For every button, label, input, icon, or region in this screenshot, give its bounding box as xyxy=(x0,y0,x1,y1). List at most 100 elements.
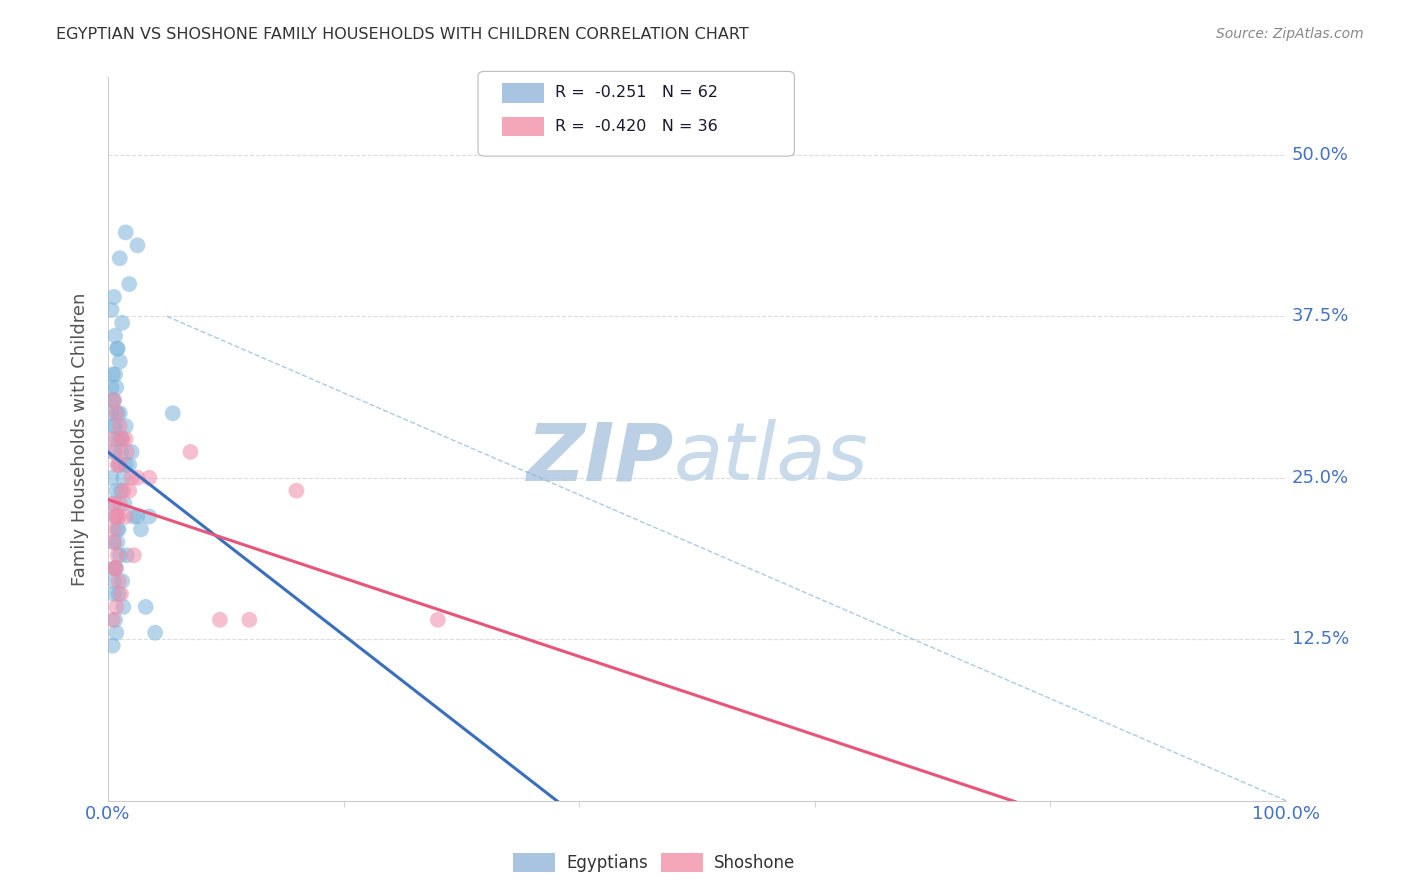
Point xyxy=(118,277,141,291)
Point xyxy=(103,393,125,408)
Point xyxy=(101,419,124,434)
Point xyxy=(103,574,125,588)
Point xyxy=(138,509,160,524)
Point xyxy=(108,497,131,511)
Text: ZIP: ZIP xyxy=(526,419,673,498)
Point xyxy=(107,574,129,588)
Point xyxy=(107,406,129,420)
Point xyxy=(122,548,145,562)
Point xyxy=(115,548,138,562)
Point xyxy=(107,342,129,356)
Point xyxy=(103,523,125,537)
Point xyxy=(114,419,136,434)
Point xyxy=(138,471,160,485)
Text: Source: ZipAtlas.com: Source: ZipAtlas.com xyxy=(1216,27,1364,41)
Point xyxy=(101,445,124,459)
Point xyxy=(118,483,141,498)
Point xyxy=(107,509,129,524)
Point xyxy=(100,302,122,317)
Point xyxy=(101,432,124,446)
Point xyxy=(112,471,135,485)
Point xyxy=(108,252,131,266)
Point xyxy=(101,393,124,408)
Point xyxy=(112,599,135,614)
Point xyxy=(105,380,128,394)
Text: 12.5%: 12.5% xyxy=(1292,630,1350,648)
Point xyxy=(104,368,127,382)
Point xyxy=(101,497,124,511)
Point xyxy=(105,561,128,575)
Point xyxy=(108,354,131,368)
Point xyxy=(105,625,128,640)
Point xyxy=(103,290,125,304)
Point xyxy=(104,561,127,575)
Point xyxy=(103,535,125,549)
Point xyxy=(107,458,129,472)
Point xyxy=(104,419,127,434)
Text: 25.0%: 25.0% xyxy=(1292,469,1348,487)
Point xyxy=(105,483,128,498)
Text: Egyptians: Egyptians xyxy=(567,855,648,872)
Text: Shoshone: Shoshone xyxy=(714,855,796,872)
Text: 37.5%: 37.5% xyxy=(1292,308,1350,326)
Point xyxy=(238,613,260,627)
Point xyxy=(135,599,157,614)
Point xyxy=(107,523,129,537)
Point xyxy=(101,613,124,627)
Point xyxy=(107,509,129,524)
Point xyxy=(101,639,124,653)
Y-axis label: Family Households with Children: Family Households with Children xyxy=(72,293,89,586)
Point xyxy=(110,483,132,498)
Text: 50.0%: 50.0% xyxy=(1292,146,1348,164)
Point xyxy=(103,587,125,601)
Point xyxy=(162,406,184,420)
Point xyxy=(107,587,129,601)
Point xyxy=(179,445,201,459)
Point xyxy=(127,471,149,485)
Point xyxy=(114,432,136,446)
Point xyxy=(104,509,127,524)
Point xyxy=(121,445,143,459)
Point xyxy=(104,445,127,459)
Point xyxy=(114,509,136,524)
Point xyxy=(103,535,125,549)
Point xyxy=(112,483,135,498)
Point xyxy=(108,548,131,562)
Point xyxy=(122,509,145,524)
Point xyxy=(108,419,131,434)
Text: atlas: atlas xyxy=(673,419,868,498)
Point xyxy=(208,613,231,627)
Point xyxy=(108,432,131,446)
Point xyxy=(110,445,132,459)
Point xyxy=(107,548,129,562)
Point xyxy=(104,613,127,627)
Point xyxy=(100,380,122,394)
Point xyxy=(107,458,129,472)
Point xyxy=(107,342,129,356)
Point xyxy=(107,535,129,549)
Point xyxy=(101,368,124,382)
Point xyxy=(105,432,128,446)
Point xyxy=(111,432,134,446)
Point xyxy=(118,458,141,472)
Point xyxy=(115,445,138,459)
Text: R =  -0.251   N = 62: R = -0.251 N = 62 xyxy=(555,86,718,100)
Point xyxy=(127,509,149,524)
Point xyxy=(108,458,131,472)
Point xyxy=(111,574,134,588)
Point xyxy=(426,613,449,627)
Point xyxy=(114,226,136,240)
Point xyxy=(121,471,143,485)
Point xyxy=(114,497,136,511)
Text: EGYPTIAN VS SHOSHONE FAMILY HOUSEHOLDS WITH CHILDREN CORRELATION CHART: EGYPTIAN VS SHOSHONE FAMILY HOUSEHOLDS W… xyxy=(56,27,749,42)
Point xyxy=(105,599,128,614)
Point xyxy=(111,316,134,330)
Point xyxy=(111,432,134,446)
Point xyxy=(110,587,132,601)
Point xyxy=(104,561,127,575)
Point xyxy=(104,328,127,343)
Point xyxy=(108,406,131,420)
Point xyxy=(107,523,129,537)
Point xyxy=(285,483,308,498)
Text: R =  -0.420   N = 36: R = -0.420 N = 36 xyxy=(555,120,718,134)
